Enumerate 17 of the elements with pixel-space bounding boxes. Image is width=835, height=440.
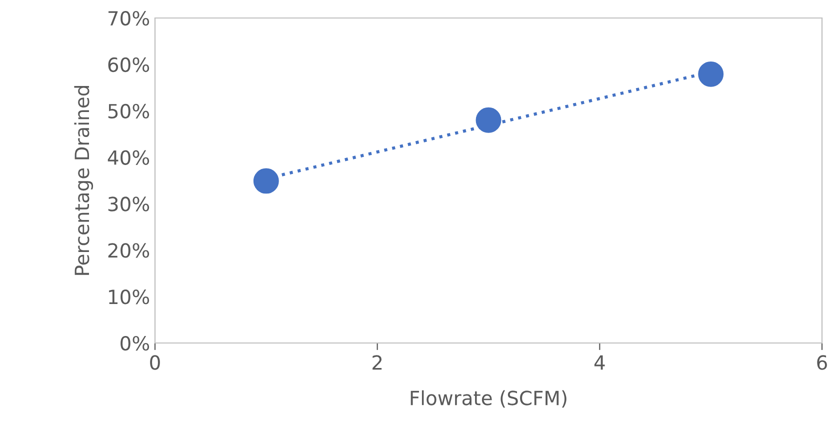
y-tick-label: 20%: [108, 243, 150, 258]
y-tick-label: 70%: [108, 10, 150, 26]
point: [253, 168, 279, 194]
x-tick-label: 0: [150, 355, 160, 370]
x-tick-label: 4: [594, 355, 605, 370]
y-axis-title: Percentage Drained: [74, 86, 94, 275]
x-tick-label: 2: [372, 355, 382, 370]
y-tick-label: 0%: [120, 336, 150, 351]
y-tick-label: 10%: [109, 290, 150, 304]
point: [476, 107, 502, 133]
x-tick-label: 6: [817, 355, 827, 370]
y-tick-label: 60%: [108, 57, 150, 72]
y-tick-label: 30%: [108, 196, 150, 212]
point: [698, 61, 724, 87]
y-tick-label: 40%: [108, 150, 150, 165]
y-tick-label: 50%: [108, 104, 150, 119]
x-axis-title: Flowrate (SCFM): [410, 390, 566, 408]
